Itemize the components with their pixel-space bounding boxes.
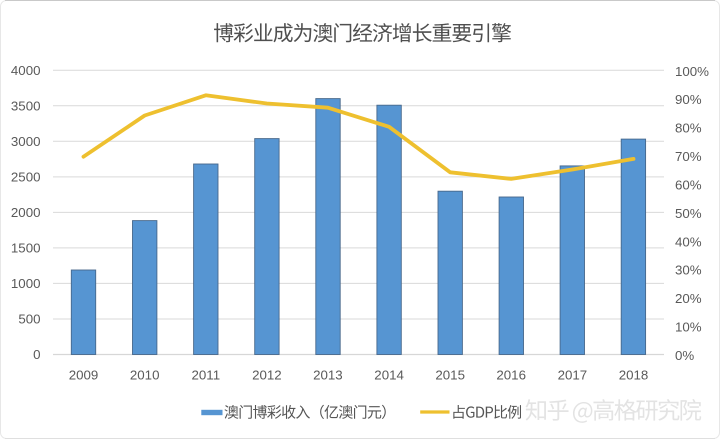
svg-text:1500: 1500 [11, 241, 41, 256]
svg-text:50%: 50% [675, 206, 702, 221]
svg-text:2012: 2012 [252, 368, 282, 383]
svg-text:3500: 3500 [11, 98, 41, 113]
svg-text:2010: 2010 [130, 368, 160, 383]
svg-text:2013: 2013 [313, 368, 343, 383]
svg-text:2009: 2009 [69, 368, 99, 383]
svg-text:500: 500 [18, 312, 40, 327]
svg-text:30%: 30% [675, 263, 702, 278]
svg-text:4000: 4000 [11, 63, 41, 78]
svg-text:90%: 90% [675, 92, 702, 107]
svg-text:40%: 40% [675, 234, 702, 249]
svg-text:2018: 2018 [619, 368, 649, 383]
svg-text:80%: 80% [675, 121, 702, 136]
svg-text:2500: 2500 [11, 170, 41, 185]
svg-text:2017: 2017 [558, 368, 588, 383]
svg-text:70%: 70% [675, 149, 702, 164]
svg-text:2015: 2015 [435, 368, 465, 383]
svg-text:2000: 2000 [11, 205, 41, 220]
svg-text:2016: 2016 [496, 368, 526, 383]
svg-text:2011: 2011 [192, 368, 221, 383]
svg-text:1000: 1000 [11, 276, 41, 291]
svg-text:2014: 2014 [374, 368, 404, 383]
svg-text:0%: 0% [675, 348, 694, 363]
svg-text:0: 0 [33, 347, 40, 362]
svg-text:20%: 20% [675, 291, 702, 306]
svg-text:60%: 60% [675, 178, 702, 193]
svg-text:10%: 10% [675, 320, 702, 335]
svg-text:3000: 3000 [11, 134, 41, 149]
svg-text:100%: 100% [675, 64, 709, 79]
